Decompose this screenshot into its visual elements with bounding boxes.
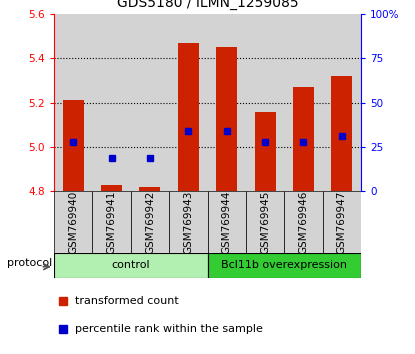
Bar	[139, 187, 161, 191]
Bar	[93, 191, 131, 253]
Bar	[208, 14, 246, 191]
Bar	[254, 112, 276, 191]
Bar	[54, 14, 92, 191]
Bar	[208, 191, 246, 253]
Text: transformed count: transformed count	[76, 296, 179, 306]
Bar	[323, 191, 361, 253]
Bar	[246, 191, 284, 253]
Bar	[93, 14, 131, 191]
Text: protocol: protocol	[7, 258, 52, 268]
Text: GSM769943: GSM769943	[183, 190, 193, 254]
Bar	[293, 87, 314, 191]
Text: GSM769946: GSM769946	[298, 190, 308, 254]
Bar	[216, 47, 237, 191]
Bar	[63, 101, 84, 191]
Bar	[169, 191, 208, 253]
Text: GSM769947: GSM769947	[337, 190, 347, 254]
Bar	[101, 184, 122, 191]
Title: GDS5180 / ILMN_1259085: GDS5180 / ILMN_1259085	[117, 0, 298, 10]
Bar	[131, 14, 169, 191]
Text: GSM769942: GSM769942	[145, 190, 155, 254]
Bar	[284, 191, 323, 253]
Bar	[284, 14, 323, 191]
Bar	[323, 14, 361, 191]
Text: GSM769945: GSM769945	[260, 190, 270, 254]
Text: GSM769941: GSM769941	[107, 190, 117, 254]
Bar	[131, 191, 169, 253]
Text: control: control	[111, 261, 150, 270]
Text: Bcl11b overexpression: Bcl11b overexpression	[221, 261, 347, 270]
Text: GSM769944: GSM769944	[222, 190, 232, 254]
Bar	[331, 76, 352, 191]
Bar	[169, 14, 208, 191]
Bar	[178, 43, 199, 191]
Bar	[246, 14, 284, 191]
Text: GSM769940: GSM769940	[68, 190, 78, 254]
Bar	[54, 191, 92, 253]
Text: percentile rank within the sample: percentile rank within the sample	[76, 324, 264, 334]
Bar	[54, 253, 208, 278]
Bar	[208, 253, 361, 278]
